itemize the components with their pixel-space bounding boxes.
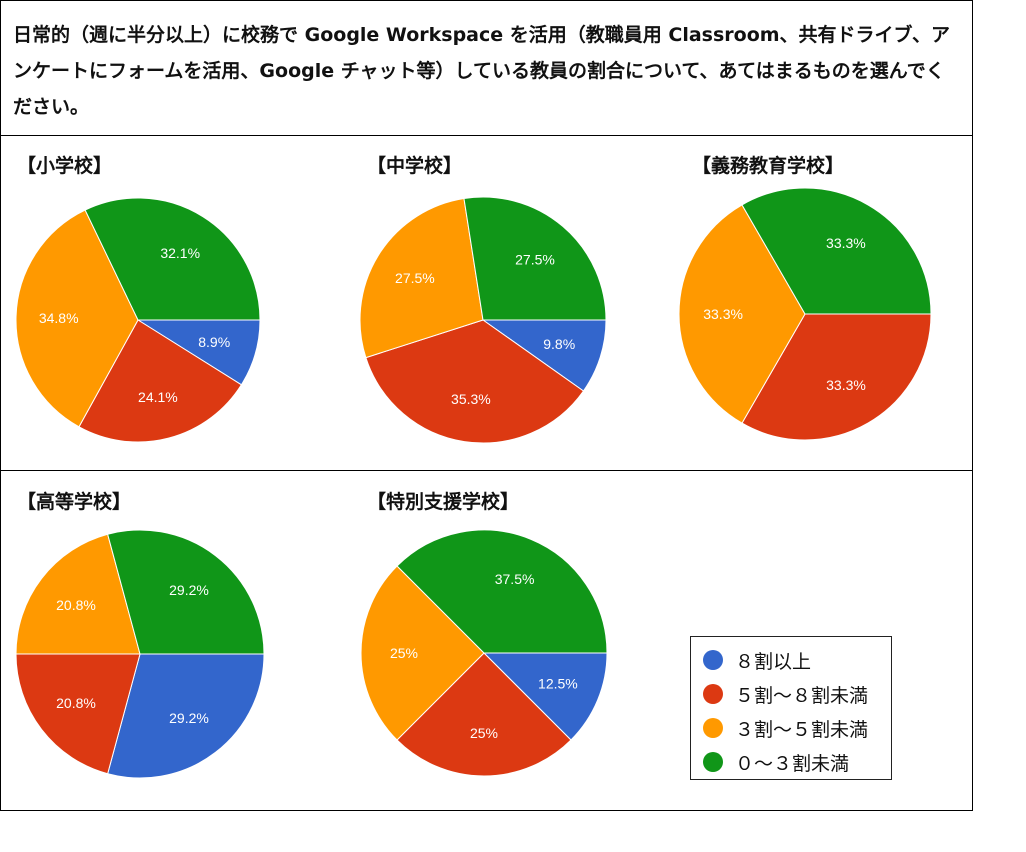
slice-data-label: 8.9% [198,334,230,350]
pie-slice [15,653,141,775]
pie-slice [365,319,585,444]
slice-data-label: 12.5% [538,676,578,692]
legend-item: ３割～５割未満 [703,711,891,745]
legend-item: ０～３割未満 [703,745,891,779]
legend-swatch [703,650,723,670]
slice-data-label: 9.8% [543,336,575,352]
pie-slice [84,197,261,321]
slice-data-label: 29.2% [169,710,209,726]
slice-data-label: 25% [470,725,498,741]
slice-data-label: 37.5% [495,571,535,587]
pie-slice [463,196,607,321]
pie-slice [396,652,572,777]
slice-data-label: 29.2% [169,582,209,598]
survey-figure: 日常的（週に半分以上）に校務で Google Workspace を活用（教職員… [0,0,973,811]
pie-slice [78,319,243,443]
legend-label: ８割以上 [735,650,812,673]
pie-slice [482,652,608,741]
pie-chart-compulsory: 33.3% 33.3% 33.3% [678,187,932,441]
pie-chart-elementary: 8.9% 24.1% 34.8% 32.1% [15,197,261,443]
legend-swatch [703,752,723,772]
chart-title-elementary: 【小学校】 [17,155,113,177]
slice-data-label: 27.5% [395,270,435,286]
legend-swatch [703,684,723,704]
pie-slice [107,529,265,655]
legend-label: ０～３割未満 [735,752,850,775]
chart-title-high-school: 【高等学校】 [17,491,132,513]
pie-slice [107,653,265,779]
pie-slice [481,319,607,392]
slice-data-label: 20.8% [56,597,96,613]
slice-data-label: 27.5% [515,251,555,267]
legend: ８割以上 ５割～８割未満 ３割～５割未満 ０～３割未満 [690,636,892,780]
legend-swatch [703,718,723,738]
chart-title-compulsory: 【義務教育学校】 [692,155,845,177]
slice-data-label: 33.3% [703,306,743,322]
slice-data-label: 24.1% [138,389,178,405]
slice-data-label: 20.8% [56,695,96,711]
slice-data-label: 34.8% [39,310,79,326]
legend-label: ３割～５割未満 [735,718,869,741]
chart-title-special-support: 【特別支援学校】 [367,491,520,513]
pie-slice [741,313,932,441]
slice-data-label: 32.1% [160,245,200,261]
slice-data-label: 35.3% [451,391,491,407]
row-divider [1,470,972,471]
pie-slice [678,204,806,424]
question-text: 日常的（週に半分以上）に校務で Google Workspace を活用（教職員… [1,1,972,136]
pie-chart-junior-high: 9.8% 35.3% 27.5% 27.5% [359,196,607,444]
slice-data-label: 25% [390,645,418,661]
pie-chart-special-support: 12.5% 25% 25% 37.5% [360,529,608,777]
pie-slice [359,197,484,359]
legend-label: ５割～８割未満 [735,684,869,707]
legend-item: ５割～８割未満 [703,677,891,711]
pie-slice [15,533,141,655]
legend-item: ８割以上 [703,643,891,677]
pie-slice [15,209,139,428]
chart-title-junior-high: 【中学校】 [367,155,463,177]
slice-data-label: 33.3% [826,235,866,251]
pie-slice [396,529,608,654]
pie-slice [360,565,485,741]
slice-data-label: 33.3% [826,377,866,393]
pie-slice [741,187,932,315]
pie-chart-high-school: 29.2% 20.8% 20.8% 29.2% [15,529,265,779]
